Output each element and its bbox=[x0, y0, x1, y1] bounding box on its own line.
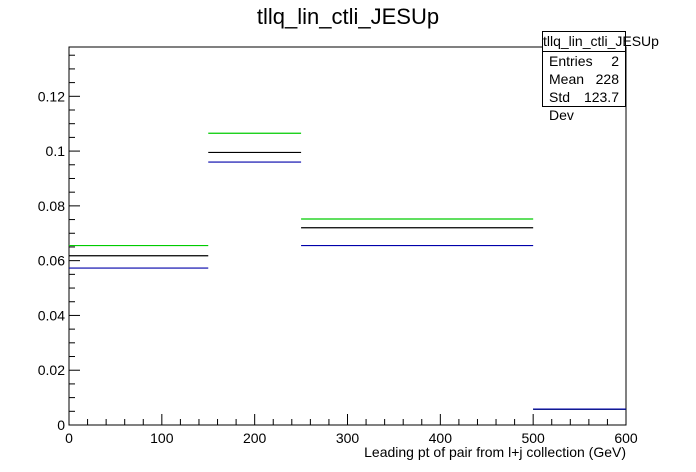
x-tick-label: 0 bbox=[65, 430, 73, 446]
y-tick-label: 0.08 bbox=[38, 198, 65, 214]
stats-row-entries: Entries 2 bbox=[543, 52, 625, 70]
x-tick-label: 300 bbox=[336, 430, 360, 446]
chart-title: tllq_lin_ctli_JESUp bbox=[256, 4, 440, 29]
x-tick-label: 200 bbox=[243, 430, 267, 446]
y-tick-label: 0.04 bbox=[38, 307, 65, 323]
stats-value: 2 bbox=[611, 53, 619, 69]
y-tick-label: 0.1 bbox=[46, 143, 66, 159]
stats-box: tllq_lin_ctli_JESUp Entries 2 Mean 228 S… bbox=[542, 31, 659, 123]
stats-value: 228 bbox=[595, 71, 619, 87]
y-tick-label: 0 bbox=[57, 417, 65, 433]
stats-box-title: tllq_lin_ctli_JESUp bbox=[543, 32, 659, 52]
stats-label: Mean bbox=[549, 71, 585, 87]
stats-label: Std Dev bbox=[549, 89, 574, 123]
y-tick-label: 0.06 bbox=[38, 253, 65, 269]
x-axis-label: Leading pt of pair from l+j collection (… bbox=[364, 444, 626, 460]
stats-row-stddev: Std Dev 123.7 bbox=[543, 88, 625, 124]
stats-label: Entries bbox=[549, 53, 593, 69]
y-tick-label: 0.12 bbox=[38, 88, 65, 104]
y-tick-label: 0.02 bbox=[38, 362, 65, 378]
x-tick-label: 500 bbox=[521, 430, 545, 446]
stats-row-mean: Mean 228 bbox=[543, 70, 625, 88]
stats-value: 123.7 bbox=[583, 89, 619, 105]
x-tick-label: 100 bbox=[150, 430, 174, 446]
x-tick-label: 400 bbox=[429, 430, 453, 446]
x-tick-label: 600 bbox=[614, 430, 638, 446]
